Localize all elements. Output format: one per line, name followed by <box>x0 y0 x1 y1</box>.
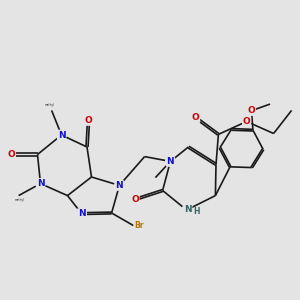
Text: Br: Br <box>134 221 144 230</box>
Text: N: N <box>78 209 86 218</box>
Text: O: O <box>248 106 255 115</box>
Text: H: H <box>193 207 200 216</box>
Text: N: N <box>58 130 65 140</box>
Text: N: N <box>116 181 123 190</box>
Text: O: O <box>8 150 15 159</box>
Text: N: N <box>184 206 192 214</box>
Text: O: O <box>131 195 139 204</box>
Text: N: N <box>37 179 44 188</box>
Text: methyl: methyl <box>45 103 55 107</box>
Text: N: N <box>167 157 174 166</box>
Text: methyl: methyl <box>15 198 25 202</box>
Text: O: O <box>85 116 92 125</box>
Text: O: O <box>192 113 200 122</box>
Text: O: O <box>243 117 250 126</box>
